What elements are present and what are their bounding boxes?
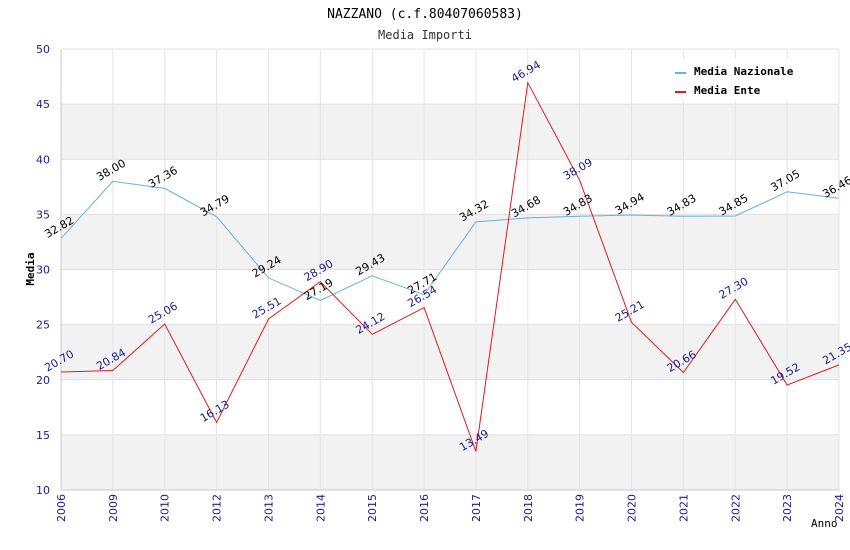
plot-band [61,324,839,380]
x-tick-label: 2014 [314,494,327,522]
x-tick-label: 2010 [159,494,172,522]
legend: Media Nazionale Media Ente [669,59,809,101]
chart-subtitle: Media Importi [378,28,472,42]
x-tick-label: 2024 [833,494,846,522]
y-tick-label: 50 [36,43,50,56]
series-line-media-nazionale [60,180,840,302]
y-tick-label: 15 [36,429,50,442]
x-tick-label: 2023 [781,494,794,522]
x-axis-label: Anno [811,517,838,530]
y-tick-label: 10 [36,484,50,497]
x-tick-label: 2009 [107,494,120,522]
plot-band [61,434,839,490]
y-tick-label: 45 [36,98,50,111]
y-tick-label: 35 [36,208,50,221]
chart-title: NAZZANO (c.f.80407060583) [327,7,523,22]
plot-band [61,379,839,435]
series-line-media-ente [60,81,840,452]
y-tick-label: 40 [36,153,50,166]
x-tick-label: 2006 [55,494,68,522]
series-lines [60,81,840,452]
x-tick-label: 2020 [626,494,639,522]
x-tick-label: 2017 [470,494,483,522]
x-tick-label: 2018 [522,494,535,522]
x-tick-label: 2019 [574,494,587,522]
y-tick-label: 20 [36,374,50,387]
plot-background [61,49,839,490]
y-tick-label: 25 [36,319,50,332]
y-axis-label: Media [24,252,37,285]
y-tick-label: 30 [36,264,50,277]
plot-band [61,104,839,160]
legend-box [669,59,809,101]
x-tick-label: 2022 [729,494,742,522]
x-tick-label: 2021 [677,494,690,522]
legend-label-national: Media Nazionale [694,65,794,78]
x-tick-label: 2015 [366,494,379,522]
axes: 10 15 20 25 30 35 40 45 50 2006 2009 2010 2012 2013 20… [36,43,846,522]
x-tick-label: 2016 [418,494,431,522]
legend-label-ente: Media Ente [694,84,761,97]
plot-band [61,269,839,325]
plot-band [61,214,839,270]
plot-band [61,159,839,215]
x-tick-label: 2012 [211,494,224,522]
x-tick-label: 2013 [262,494,275,522]
